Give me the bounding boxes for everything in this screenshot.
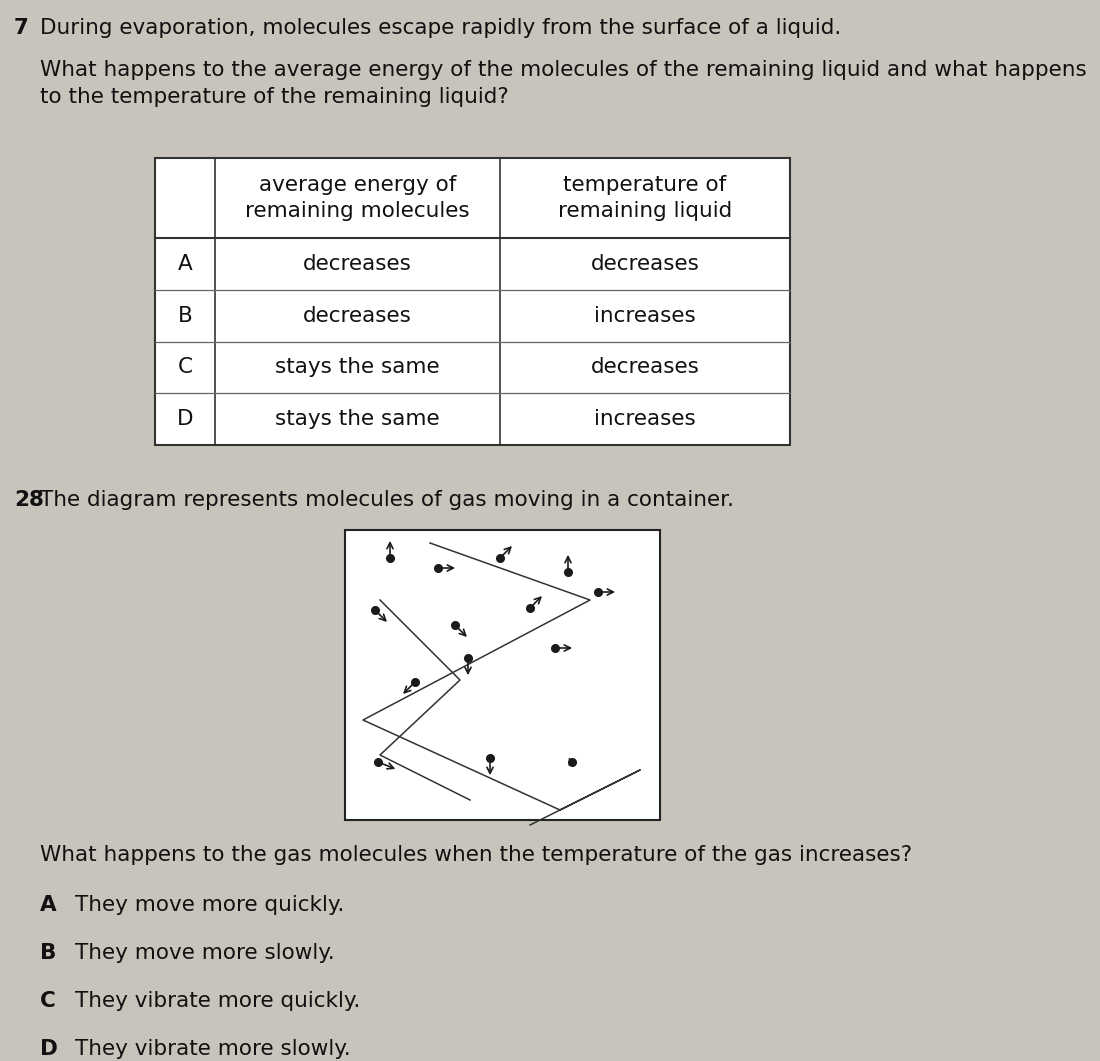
Bar: [345, 530, 660, 820]
Text: They move more slowly.: They move more slowly.: [75, 943, 334, 963]
Text: What happens to the average energy of the molecules of the remaining liquid and : What happens to the average energy of th…: [40, 60, 1087, 107]
Text: temperature of
remaining liquid: temperature of remaining liquid: [558, 175, 733, 221]
Text: decreases: decreases: [304, 254, 411, 274]
Text: average energy of
remaining molecules: average energy of remaining molecules: [245, 175, 470, 221]
Text: They move more quickly.: They move more quickly.: [75, 895, 344, 915]
Text: They vibrate more slowly.: They vibrate more slowly.: [75, 1039, 351, 1059]
Text: B: B: [177, 306, 192, 326]
Text: decreases: decreases: [591, 358, 700, 378]
Text: 28: 28: [14, 490, 44, 510]
Bar: [155, 158, 790, 445]
Text: D: D: [177, 410, 194, 429]
Text: stays the same: stays the same: [275, 358, 440, 378]
Text: What happens to the gas molecules when the temperature of the gas increases?: What happens to the gas molecules when t…: [40, 845, 912, 865]
Text: A: A: [177, 254, 192, 274]
Text: C: C: [177, 358, 192, 378]
Text: decreases: decreases: [591, 254, 700, 274]
Text: The diagram represents molecules of gas moving in a container.: The diagram represents molecules of gas …: [40, 490, 734, 510]
Text: increases: increases: [594, 410, 696, 429]
Text: decreases: decreases: [304, 306, 411, 326]
Text: B: B: [40, 943, 56, 963]
Text: D: D: [40, 1039, 58, 1059]
Text: increases: increases: [594, 306, 696, 326]
Text: 7: 7: [14, 18, 29, 38]
Text: A: A: [40, 895, 56, 915]
Text: They vibrate more quickly.: They vibrate more quickly.: [75, 991, 361, 1011]
Text: stays the same: stays the same: [275, 410, 440, 429]
Text: C: C: [40, 991, 56, 1011]
Text: During evaporation, molecules escape rapidly from the surface of a liquid.: During evaporation, molecules escape rap…: [40, 18, 842, 38]
